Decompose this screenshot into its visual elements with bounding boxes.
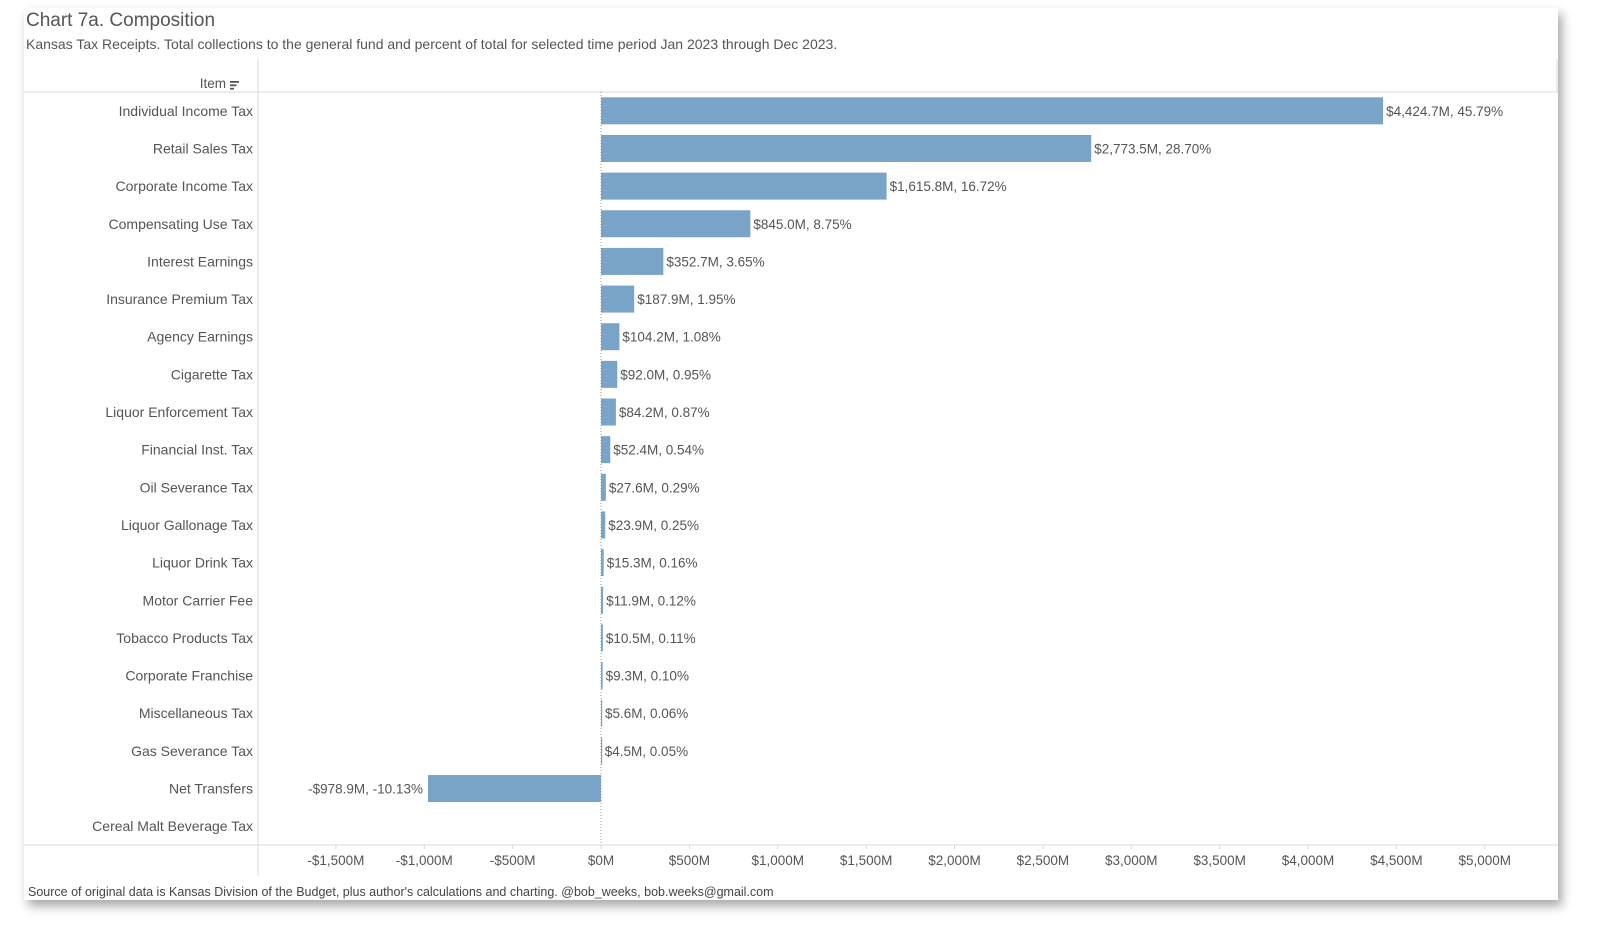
bar[interactable] xyxy=(601,436,611,464)
data-label: $352.7M, 3.65% xyxy=(666,254,764,269)
tick-label: $2,500M xyxy=(1017,853,1070,868)
tick-label: -$500M xyxy=(490,853,536,868)
category-label: Gas Severance Tax xyxy=(131,743,253,759)
tick-label: $5,000M xyxy=(1458,853,1511,868)
bar[interactable] xyxy=(601,323,620,351)
tick-label: $1,000M xyxy=(751,853,804,868)
bar-chart: Item Individual Income Tax Retail Sales T… xyxy=(24,59,1558,876)
data-label: $845.0M, 8.75% xyxy=(753,217,851,232)
tick-label: $4,000M xyxy=(1282,853,1335,868)
data-label: $84.2M, 0.87% xyxy=(619,405,710,420)
bar[interactable] xyxy=(601,247,664,275)
category-label: Cigarette Tax xyxy=(171,366,253,382)
data-labels: $4,424.7M, 45.79% $2,773.5M, 28.70% $1,615… xyxy=(308,104,1503,797)
category-labels: Individual Income Tax Retail Sales Tax Cor… xyxy=(92,103,253,834)
chart-panel: Chart 7a. Composition Kansas Tax Receipt… xyxy=(24,8,1558,900)
data-label: $187.9M, 1.95% xyxy=(637,292,735,307)
category-label: Corporate Franchise xyxy=(125,668,253,684)
data-label: $5.6M, 0.06% xyxy=(605,706,688,721)
category-label: Individual Income Tax xyxy=(119,103,253,119)
category-label: Insurance Premium Tax xyxy=(106,291,253,307)
bar[interactable] xyxy=(601,210,751,238)
tick-label: $3,000M xyxy=(1105,853,1158,868)
bar[interactable] xyxy=(601,737,603,765)
bar[interactable] xyxy=(601,549,604,577)
category-label: Oil Severance Tax xyxy=(140,479,253,495)
category-label: Corporate Income Tax xyxy=(116,178,253,194)
category-label: Retail Sales Tax xyxy=(153,140,253,156)
category-label: Interest Earnings xyxy=(147,253,253,269)
category-label: Net Transfers xyxy=(169,781,253,797)
data-label: -$978.9M, -10.13% xyxy=(308,782,423,797)
tick-label: $500M xyxy=(669,853,710,868)
tick-label: -$1,500M xyxy=(307,853,364,868)
bar[interactable] xyxy=(601,97,1384,125)
data-label: $2,773.5M, 28.70% xyxy=(1094,141,1211,156)
category-label: Liquor Enforcement Tax xyxy=(105,404,253,420)
bar[interactable] xyxy=(601,172,887,200)
bar[interactable] xyxy=(601,586,604,614)
data-label: $92.0M, 0.95% xyxy=(620,367,711,382)
category-label: Liquor Gallonage Tax xyxy=(121,517,253,533)
bars xyxy=(427,97,1384,803)
data-label: $23.9M, 0.25% xyxy=(608,518,699,533)
category-label: Financial Inst. Tax xyxy=(141,442,253,458)
bar[interactable] xyxy=(601,285,635,313)
column-header-label: Item xyxy=(200,76,226,91)
bar[interactable] xyxy=(601,398,616,426)
bar[interactable] xyxy=(601,662,603,690)
tick-label: $0M xyxy=(588,853,614,868)
bar[interactable] xyxy=(601,360,618,388)
category-label: Tobacco Products Tax xyxy=(116,630,253,646)
bar[interactable] xyxy=(601,699,603,727)
column-header: Item xyxy=(200,76,239,91)
data-label: $1,615.8M, 16.72% xyxy=(890,179,1007,194)
data-label: $10.5M, 0.11% xyxy=(606,631,696,646)
tick-label: -$1,000M xyxy=(396,853,453,868)
tick-label: $3,500M xyxy=(1193,853,1246,868)
bar[interactable] xyxy=(601,134,1092,162)
x-axis: -$1,500M -$1,000M -$500M $0M $500M $1,000M $1,… xyxy=(307,845,1511,868)
category-label: Motor Carrier Fee xyxy=(143,592,254,608)
category-label: Cereal Malt Beverage Tax xyxy=(92,818,253,834)
data-label: $104.2M, 1.08% xyxy=(622,330,720,345)
category-label: Compensating Use Tax xyxy=(109,216,253,232)
bar[interactable] xyxy=(601,511,606,539)
category-label: Liquor Drink Tax xyxy=(152,555,253,571)
data-label: $11.9M, 0.12% xyxy=(606,593,696,608)
chart-title: Chart 7a. Composition xyxy=(26,10,216,31)
data-label: $52.4M, 0.54% xyxy=(613,443,704,458)
bar[interactable] xyxy=(427,775,601,803)
category-label: Agency Earnings xyxy=(147,329,253,345)
chart-subtitle: Kansas Tax Receipts. Total collections t… xyxy=(26,36,838,52)
data-label: $15.3M, 0.16% xyxy=(607,556,698,571)
bar[interactable] xyxy=(601,473,606,501)
tick-label: $1,500M xyxy=(840,853,893,868)
data-label: $9.3M, 0.10% xyxy=(606,669,689,684)
bar[interactable] xyxy=(601,624,603,652)
source-footnote: Source of original data is Kansas Divisi… xyxy=(28,885,774,899)
data-label: $27.6M, 0.29% xyxy=(609,480,700,495)
category-label: Miscellaneous Tax xyxy=(139,705,253,721)
sort-descending-icon[interactable] xyxy=(230,81,239,90)
data-label: $4.5M, 0.05% xyxy=(605,744,688,759)
tick-label: $2,000M xyxy=(928,853,981,868)
tick-label: $4,500M xyxy=(1370,853,1423,868)
data-label: $4,424.7M, 45.79% xyxy=(1386,104,1503,119)
